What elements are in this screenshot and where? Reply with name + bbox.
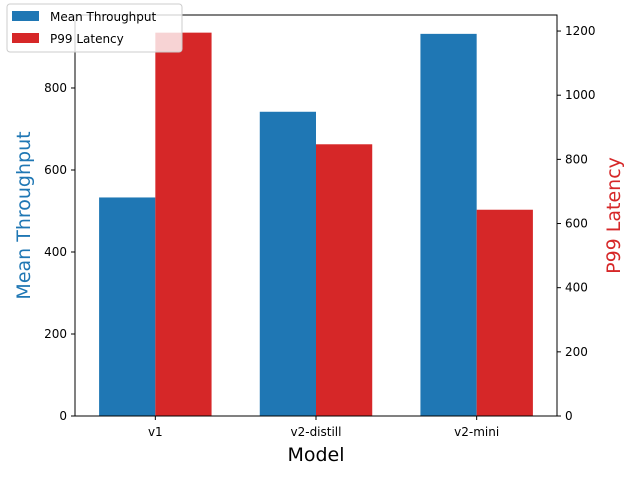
right-tick-label: 800 [565, 152, 588, 166]
bars-layer [99, 32, 533, 417]
right-tick-label: 200 [565, 345, 588, 359]
bar-latency-v1 [155, 32, 212, 416]
bar-throughput-v2-distill [259, 111, 316, 416]
x-axis-ticks: v1 v2-distill v2-mini [148, 416, 499, 439]
left-tick-label: 0 [59, 409, 67, 423]
bar-latency-v2-mini [476, 209, 533, 416]
bar-latency-v2-distill [316, 144, 373, 416]
left-y-axis-title: Mean Throughput [13, 131, 35, 299]
right-tick-label: 0 [565, 409, 573, 423]
bar-throughput-v2-mini [420, 33, 477, 417]
left-tick-label: 600 [44, 163, 67, 177]
legend: Mean Throughput P99 Latency [6, 3, 183, 53]
legend-label: P99 Latency [50, 32, 124, 46]
plot-frame [74, 14, 558, 417]
legend-label: Mean Throughput [50, 10, 157, 24]
right-tick-label: 600 [565, 217, 588, 231]
left-tick-label: 800 [44, 81, 67, 95]
right-tick-label: 1000 [565, 88, 596, 102]
right-tick-label: 400 [565, 281, 588, 295]
right-y-axis-title: P99 Latency [603, 157, 625, 274]
right-axis-ticks: 0 200 400 600 800 1000 1200 [557, 24, 596, 423]
left-tick-label: 200 [44, 327, 67, 341]
x-tick-label-v2-distill: v2-distill [291, 425, 342, 439]
left-tick-label: 400 [44, 245, 67, 259]
bar-throughput-v1 [99, 197, 156, 416]
x-axis-title: Model [287, 444, 344, 466]
legend-box [6, 3, 183, 53]
x-tick-label-v2-mini: v2-mini [454, 425, 499, 439]
left-axis-ticks: 0 200 400 600 800 [44, 81, 75, 423]
right-tick-label: 1200 [565, 24, 596, 38]
legend-swatch [12, 11, 39, 21]
legend-swatch [12, 33, 39, 43]
x-tick-label-v1: v1 [148, 425, 163, 439]
